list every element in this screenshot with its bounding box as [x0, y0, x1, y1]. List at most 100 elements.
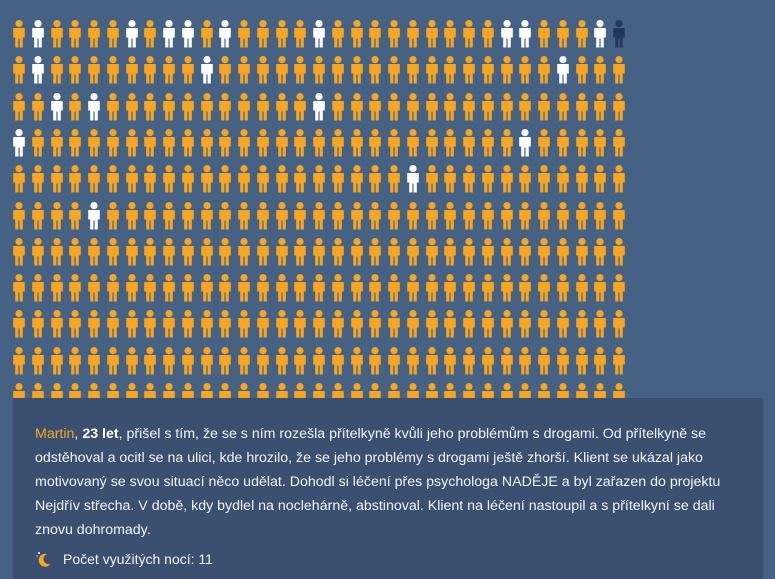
person-icon	[369, 310, 382, 338]
person-icon	[538, 201, 550, 229]
person-icon	[331, 274, 344, 302]
person-icon	[181, 56, 194, 84]
person-icon	[594, 165, 607, 193]
person-icon	[444, 237, 457, 266]
person-icon	[275, 346, 288, 375]
person-icon	[181, 274, 194, 302]
person-icon	[538, 237, 550, 266]
person-icon	[238, 274, 250, 302]
person-icon	[331, 237, 344, 266]
person-icon	[481, 92, 494, 121]
person-icon	[538, 20, 550, 48]
person-icon	[200, 201, 213, 229]
person-icon	[219, 274, 232, 302]
person-icon	[181, 310, 194, 338]
person-icon	[613, 310, 625, 338]
person-icon	[500, 201, 513, 229]
person-icon	[31, 92, 44, 121]
person-icon	[594, 128, 607, 157]
person-icon	[50, 201, 63, 229]
person-icon	[88, 310, 100, 338]
person-icon	[106, 128, 119, 157]
person-icon	[313, 20, 325, 48]
person-icon	[238, 20, 250, 48]
person-icon	[69, 310, 82, 338]
person-icon	[31, 237, 44, 266]
person-icon	[294, 346, 307, 375]
person-icon	[331, 346, 344, 375]
person-icon	[331, 20, 344, 48]
person-icon	[50, 128, 63, 157]
person-icon	[163, 346, 175, 375]
people-grid	[13, 20, 625, 484]
person-icon	[594, 274, 607, 302]
person-icon	[556, 237, 569, 266]
person-icon	[144, 92, 157, 121]
person-icon	[200, 237, 213, 266]
person-icon	[294, 310, 307, 338]
person-icon	[219, 201, 232, 229]
person-icon	[444, 165, 457, 193]
person-icon	[219, 128, 232, 157]
person-icon	[256, 92, 269, 121]
person-icon	[556, 92, 569, 121]
person-icon	[313, 128, 325, 157]
person-icon	[613, 274, 625, 302]
person-icon	[313, 274, 325, 302]
person-icon	[613, 20, 625, 48]
person-icon	[388, 274, 400, 302]
person-icon	[350, 56, 363, 84]
person-icon	[575, 346, 588, 375]
person-icon	[538, 92, 550, 121]
person-icon	[144, 128, 157, 157]
person-icon	[200, 165, 213, 193]
person-icon	[50, 56, 63, 84]
person-icon	[275, 201, 288, 229]
story-text: Martin, 23 let, přišel s tím, že se s ní…	[35, 426, 721, 538]
person-icon	[144, 56, 157, 84]
person-icon	[331, 201, 344, 229]
person-icon	[219, 310, 232, 338]
person-icon	[275, 56, 288, 84]
person-icon	[388, 92, 400, 121]
person-icon	[238, 56, 250, 84]
person-icon	[144, 237, 157, 266]
person-icon	[444, 346, 457, 375]
person-icon	[556, 56, 569, 84]
person-icon	[50, 20, 63, 48]
person-icon	[31, 310, 44, 338]
person-icon	[313, 237, 325, 266]
person-icon	[575, 274, 588, 302]
person-icon	[594, 237, 607, 266]
person-icon	[613, 346, 625, 375]
person-icon	[13, 56, 25, 84]
person-icon	[369, 165, 382, 193]
person-icon	[163, 92, 175, 121]
person-icon	[200, 20, 213, 48]
person-icon	[500, 56, 513, 84]
person-icon	[481, 201, 494, 229]
person-icon	[388, 165, 400, 193]
person-icon	[425, 20, 438, 48]
person-icon	[388, 128, 400, 157]
person-icon	[125, 56, 138, 84]
person-icon	[613, 201, 625, 229]
person-icon	[31, 346, 44, 375]
person-icon	[500, 92, 513, 121]
person-icon	[500, 237, 513, 266]
person-icon	[181, 128, 194, 157]
person-icon	[200, 274, 213, 302]
person-icon	[406, 310, 419, 338]
person-icon	[425, 237, 438, 266]
person-icon	[219, 56, 232, 84]
person-icon	[481, 20, 494, 48]
person-icon	[594, 201, 607, 229]
person-icon	[406, 237, 419, 266]
person-icon	[163, 128, 175, 157]
person-icon	[181, 20, 194, 48]
person-icon	[106, 310, 119, 338]
person-icon	[556, 346, 569, 375]
person-icon	[500, 128, 513, 157]
person-icon	[388, 237, 400, 266]
person-icon	[519, 237, 532, 266]
